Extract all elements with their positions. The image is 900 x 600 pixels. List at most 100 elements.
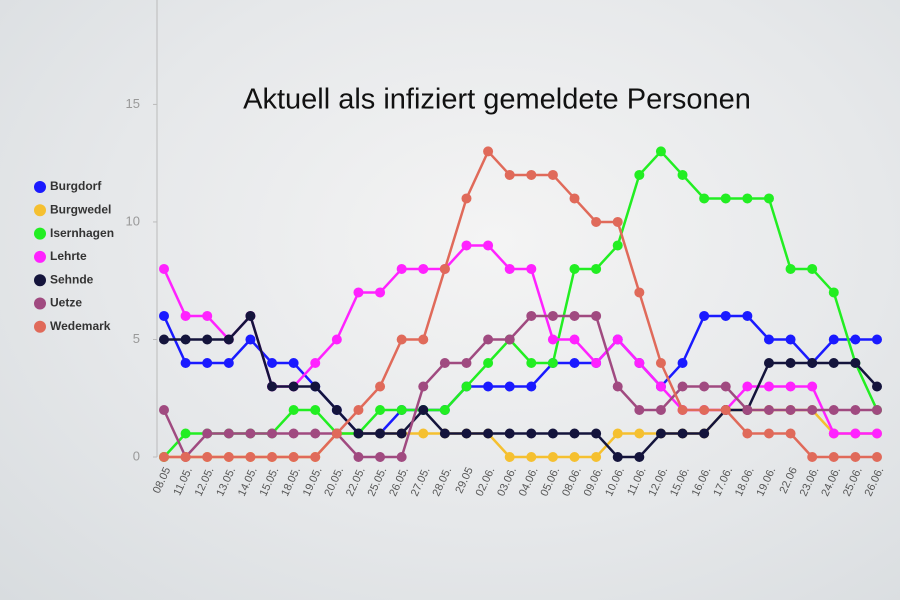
data-point [483, 240, 494, 251]
data-point [807, 452, 818, 462]
data-point [504, 263, 515, 274]
x-tick-label: 15.06. [668, 465, 692, 498]
data-point [375, 428, 386, 439]
data-point [850, 357, 861, 368]
data-point [310, 381, 321, 392]
data-point [872, 381, 882, 392]
data-point [785, 381, 796, 392]
data-point [569, 452, 580, 462]
data-point [763, 334, 774, 345]
data-point [785, 357, 796, 368]
data-point [569, 357, 580, 368]
data-point [267, 452, 278, 462]
legend-label: Burgdorf [50, 179, 102, 193]
data-point [547, 334, 558, 345]
x-tick-label: 03.06. [495, 465, 519, 498]
data-point [310, 452, 321, 462]
x-tick-label: 29.05 [453, 465, 476, 495]
data-point [828, 428, 839, 439]
data-point [526, 428, 537, 439]
data-point [439, 404, 450, 415]
x-tick-label: 17.06. [711, 465, 735, 498]
data-point [677, 169, 688, 180]
data-point [288, 381, 299, 392]
legend-label: Wedemark [50, 319, 111, 333]
y-tick-label: 15 [126, 96, 140, 111]
data-point [159, 310, 169, 321]
x-tick-label: 12.05. [193, 465, 217, 498]
data-point [483, 334, 494, 345]
data-point [159, 334, 169, 345]
data-point [245, 310, 256, 321]
data-point [569, 428, 580, 439]
data-point [655, 381, 666, 392]
data-point [396, 334, 407, 345]
legend-label: Lehrte [50, 249, 87, 263]
data-point [828, 452, 839, 462]
series-line [163, 149, 879, 458]
data-point [331, 428, 342, 439]
series-line [162, 314, 877, 435]
data-point [223, 452, 234, 462]
data-point [591, 357, 602, 368]
data-point [655, 146, 666, 157]
data-point [612, 216, 623, 227]
data-point [180, 310, 191, 321]
data-point [461, 240, 472, 251]
data-point [504, 334, 515, 345]
data-point [720, 381, 731, 392]
data-point [655, 404, 666, 415]
x-tick-label: 24.06. [819, 465, 843, 498]
data-point [807, 357, 818, 368]
data-point [872, 334, 882, 345]
data-point [526, 452, 537, 462]
data-point [202, 452, 213, 462]
data-point [785, 428, 796, 439]
data-point [267, 357, 278, 368]
data-point [742, 428, 753, 439]
data-point [180, 428, 191, 439]
data-point [699, 404, 710, 415]
x-tick-label: 08.05 [151, 465, 174, 495]
data-point [353, 404, 364, 415]
data-point [526, 357, 537, 368]
data-point [439, 428, 450, 439]
legend-label: Burgwedel [50, 202, 111, 216]
data-point [353, 452, 364, 462]
x-tick-label: 18.06. [733, 465, 757, 498]
data-point [785, 263, 796, 274]
x-tick-label: 12.06. [646, 465, 670, 498]
data-point [699, 428, 710, 439]
data-point [461, 193, 472, 204]
data-point [331, 334, 342, 345]
data-point [569, 334, 580, 345]
chart-title: Aktuell als infiziert gemeldete Personen [243, 84, 751, 116]
data-point [850, 404, 861, 415]
data-point [159, 404, 169, 415]
data-point [763, 381, 774, 392]
data-point [202, 428, 213, 439]
data-point [353, 287, 364, 298]
data-point [591, 263, 602, 274]
data-point [461, 357, 472, 368]
data-point [180, 357, 191, 368]
data-point [547, 452, 558, 462]
data-point [634, 169, 645, 180]
data-point [526, 169, 537, 180]
data-point [612, 452, 623, 462]
data-point [591, 216, 602, 227]
data-point [418, 334, 429, 345]
legend-marker [34, 320, 46, 333]
data-point [504, 169, 515, 180]
legend-marker [34, 204, 46, 217]
data-point [569, 310, 580, 321]
x-tick-label: 11.06. [625, 465, 648, 497]
data-point [677, 428, 688, 439]
data-point [612, 240, 623, 251]
x-tick-label: 26.05. [387, 465, 411, 498]
data-point [591, 310, 602, 321]
data-point [699, 381, 710, 392]
x-tick-label: 15.05. [258, 465, 282, 498]
legend-marker [34, 181, 46, 193]
